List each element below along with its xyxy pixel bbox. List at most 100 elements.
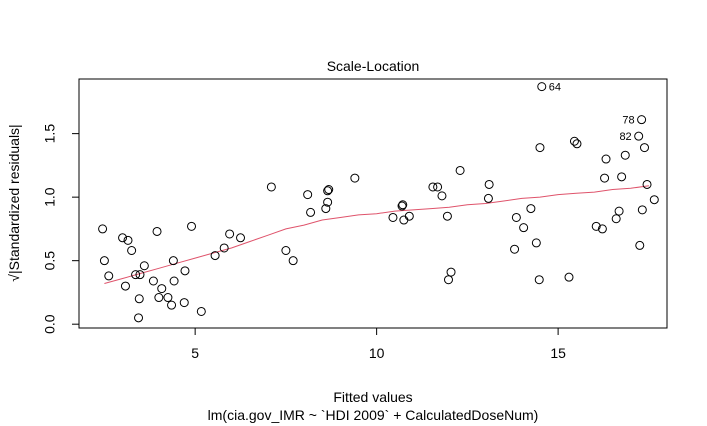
data-point [404,211,414,221]
x-tick-label: 10 [369,345,385,361]
x-axis: 5 10 15 [191,327,566,361]
data-point [537,82,547,92]
data-point [569,136,579,146]
point-label: 78 [622,115,634,127]
data-point [642,179,652,189]
y-tick-label: 1.5 [42,124,58,144]
smoother-layer [104,185,649,284]
data-point [323,197,333,207]
data-point [324,185,334,195]
data-point [163,293,173,303]
data-point [511,212,521,222]
data-point [399,215,409,225]
y-tick-label: 1.0 [42,187,58,207]
y-axis-label-bar-right: | [6,124,22,128]
data-point [210,251,220,261]
data-point [446,267,456,277]
data-point [152,226,162,236]
data-point [637,115,647,125]
data-point [617,172,627,182]
data-point [104,271,114,281]
data-point [167,300,177,310]
data-point [455,165,465,175]
data-point [572,139,582,149]
data-point [649,195,659,205]
y-tick-label: 0.0 [42,314,58,334]
data-point [637,205,647,215]
plot-frame [78,78,668,329]
data-point [321,204,331,214]
data-point [510,244,520,254]
data-point [620,150,630,160]
data-point [154,293,164,303]
x-tick-label: 15 [550,345,566,361]
data-point [187,221,197,231]
data-point [157,284,167,294]
data-point [388,212,398,222]
x-axis-label: Fitted values [333,389,412,405]
data-point [519,223,529,233]
point-label: 82 [619,131,631,143]
data-point [484,179,494,189]
y-axis: 0.0 0.5 1.0 1.5 [42,124,80,334]
data-point [281,246,291,256]
y-axis-label: √|Standardized residuals| [6,124,22,281]
point-labels-layer: 64 82 78 [549,82,635,144]
data-point [98,224,108,234]
smoother-line [104,185,649,284]
data-point [303,190,313,200]
data-point [135,270,145,280]
data-point [168,256,178,266]
data-point [169,276,179,286]
data-point [614,206,624,216]
data-point [350,173,360,183]
data-point [127,246,137,256]
data-point [534,275,544,285]
y-axis-label-bar-left: | [6,270,22,274]
data-point [639,143,649,153]
data-point [591,221,601,231]
data-point [139,261,149,271]
data-point [180,266,190,276]
data-point [397,201,407,211]
data-point [288,256,298,266]
data-point [398,200,408,210]
data-point [483,193,493,203]
data-point [526,204,536,214]
data-point [236,233,246,243]
data-point [634,131,644,141]
data-point [433,182,443,192]
x-tick-label: 5 [191,345,199,361]
data-point [535,143,545,153]
data-point [219,243,229,253]
data-point [99,256,109,266]
x-axis-subtitle: lm(cia.gov_IMR ~ `HDI 2009` + Calculated… [208,407,539,423]
data-point [323,186,333,196]
data-point [443,275,453,285]
data-point [564,272,574,282]
data-point [134,294,144,304]
points-layer [98,82,659,323]
data-point [120,281,130,291]
data-point [179,298,189,308]
data-point [531,238,541,248]
y-axis-label-text: Standardized residuals [6,128,22,270]
data-point [437,191,447,201]
data-point [442,211,452,221]
point-label: 64 [549,82,561,94]
data-point [118,233,128,243]
data-point [600,173,610,183]
data-point [635,240,645,250]
data-point [306,207,316,217]
data-point [601,154,611,164]
data-point [225,229,235,239]
data-point [266,182,276,192]
data-point [611,214,621,224]
data-point [148,276,158,286]
y-axis-label-root: √ [6,274,22,282]
data-point [597,224,607,234]
data-point [123,235,133,245]
data-point [131,270,141,280]
data-point [134,313,144,323]
